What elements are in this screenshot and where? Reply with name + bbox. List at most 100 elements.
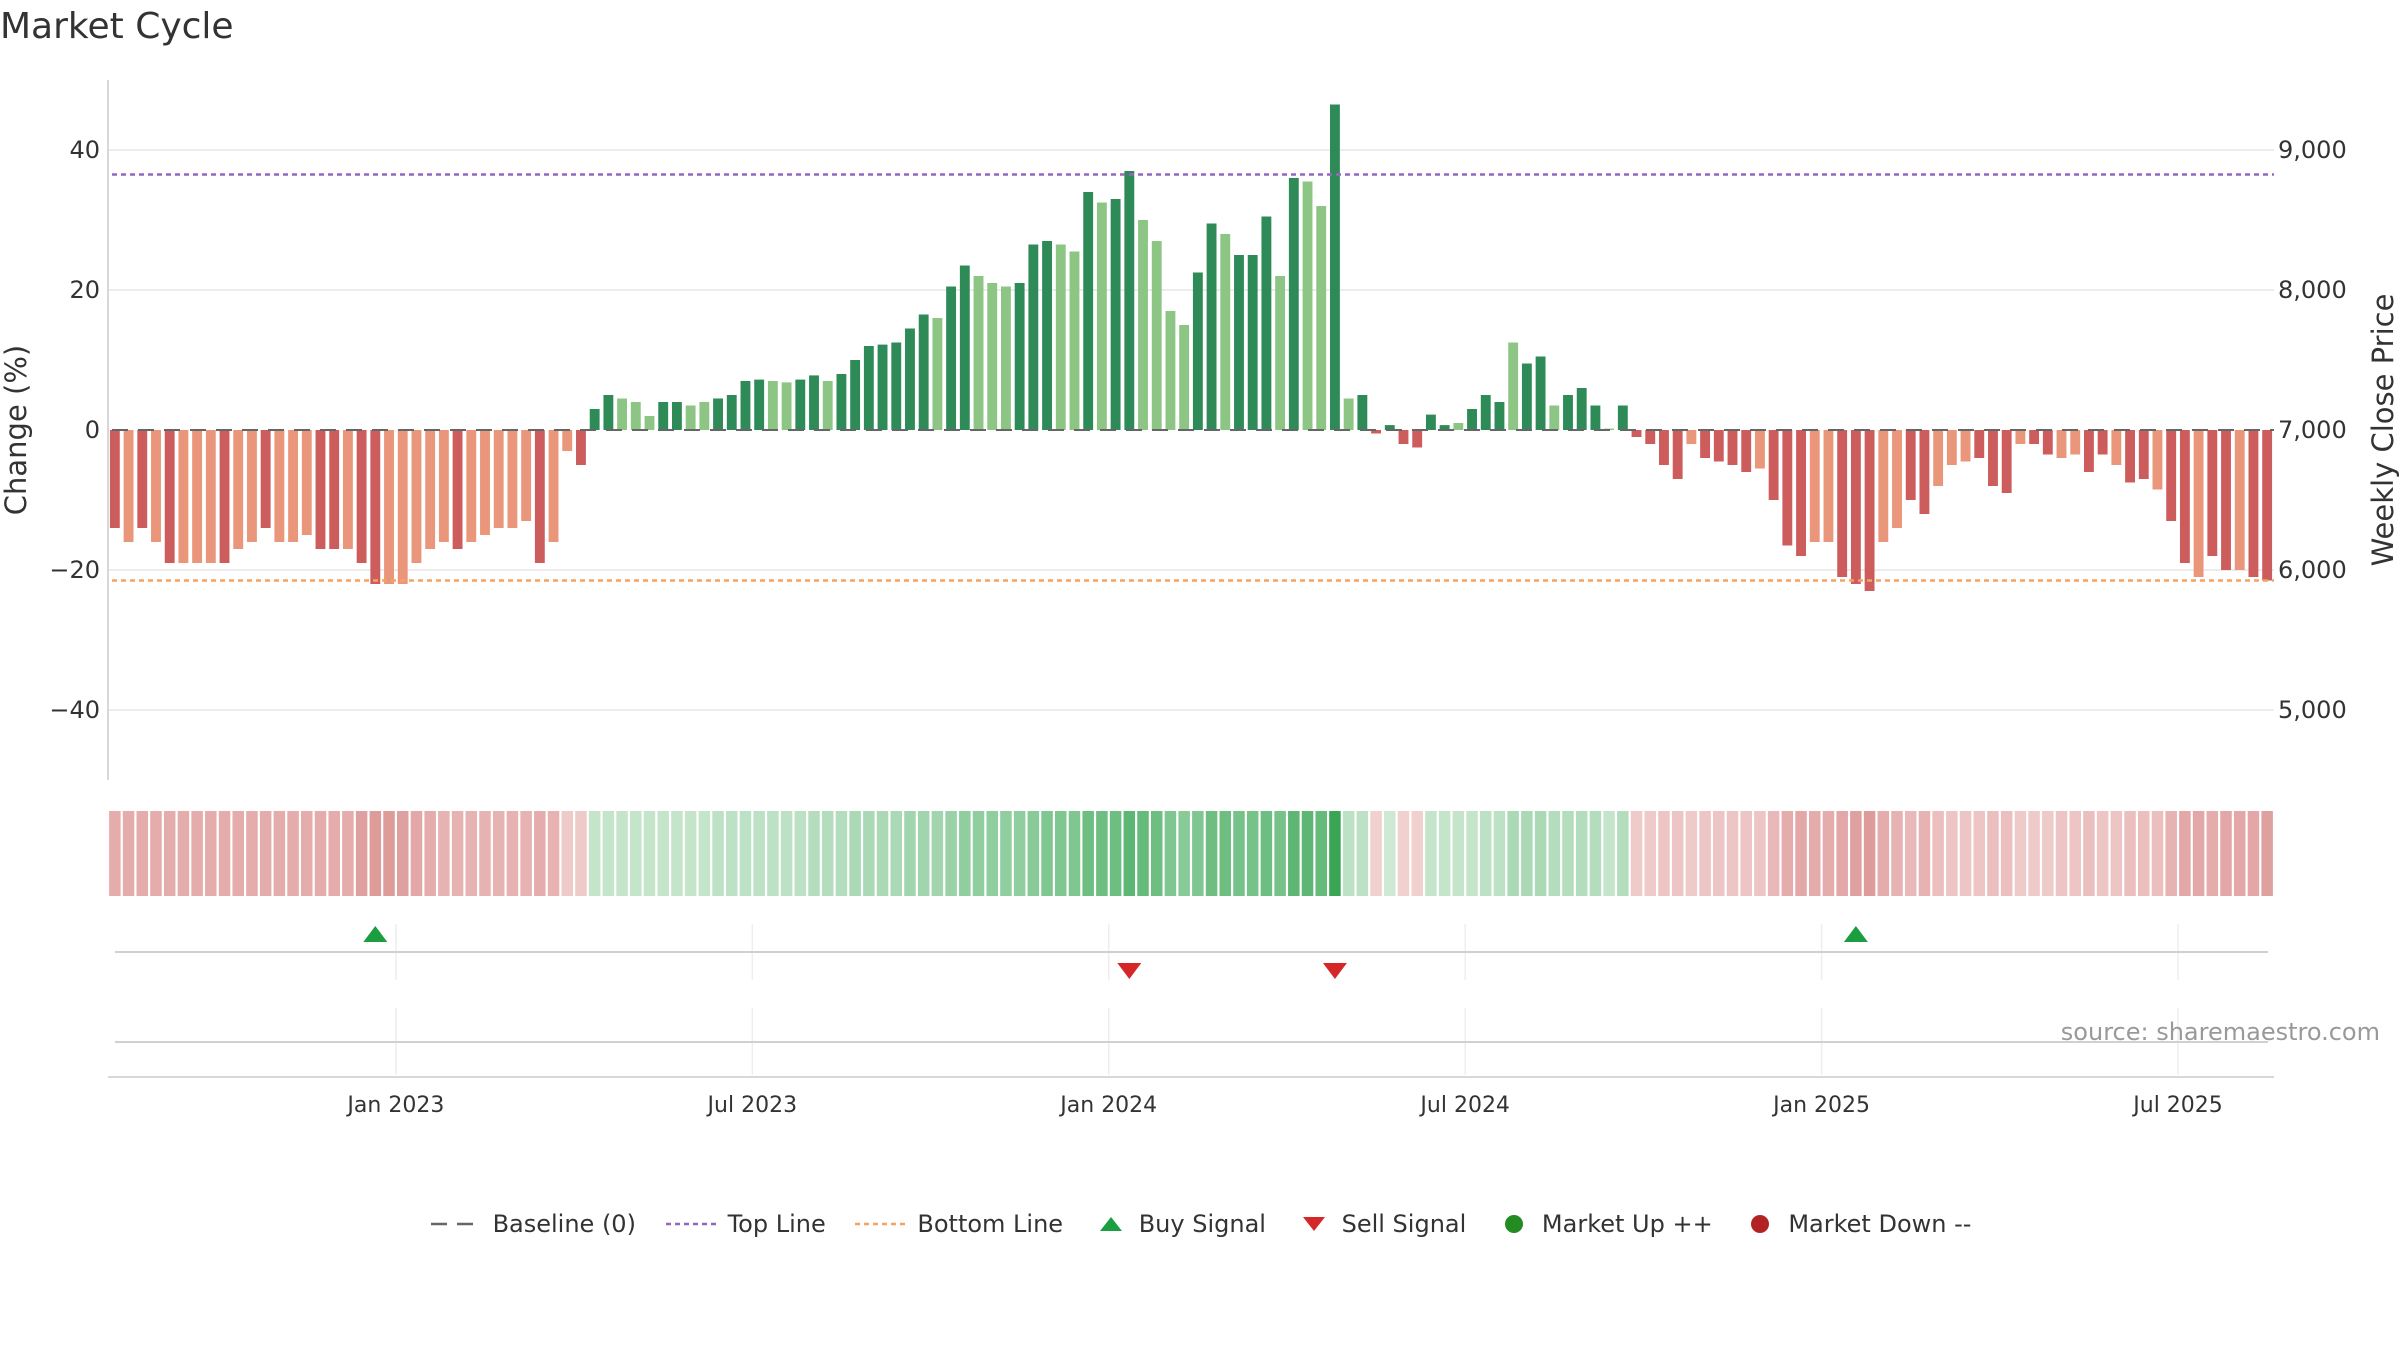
- heat-cell: [1863, 811, 1876, 896]
- bar: [1302, 181, 1313, 430]
- bar: [2125, 430, 2135, 483]
- y2-tick-label: 5,000: [2278, 696, 2347, 724]
- bar: [1000, 286, 1011, 430]
- bar: [1480, 395, 1491, 430]
- heat-cell: [2261, 811, 2273, 896]
- heat-cell: [301, 811, 313, 896]
- heat-cell: [1836, 811, 1848, 896]
- legend-item-market-down: Market Down --: [1740, 1209, 1971, 1238]
- heat-cell: [1425, 811, 1437, 896]
- bar: [685, 405, 696, 430]
- heat-cell: [1534, 811, 1547, 896]
- heat-cell: [1479, 811, 1492, 896]
- y-tick-label: 40: [69, 136, 100, 164]
- bar: [1165, 311, 1176, 430]
- legend-item-bottom-line: Bottom Line: [853, 1209, 1063, 1238]
- legend-item-market-up: Market Up ++: [1494, 1209, 1713, 1238]
- x-axis-ticks: Jan 2023 Jul 2023 Jan 2024 Jul 2024 Jan 2025…: [345, 1093, 2222, 1118]
- bar: [1138, 220, 1148, 430]
- heat-cell: [1315, 811, 1327, 896]
- heat-cell: [287, 811, 299, 896]
- bar: [1234, 255, 1244, 430]
- heat-cell: [1521, 811, 1533, 896]
- heat-cell: [1644, 811, 1657, 896]
- heat-cell: [2096, 811, 2109, 896]
- heat-cell: [2042, 811, 2054, 896]
- heat-cell: [2233, 811, 2246, 896]
- y2-tick-label: 8,000: [2278, 276, 2347, 304]
- heat-cell: [1904, 811, 1917, 896]
- heat-cell: [2124, 811, 2136, 896]
- heat-cell: [150, 811, 162, 896]
- heat-cell: [424, 811, 436, 896]
- heat-cell: [1603, 811, 1615, 896]
- heat-cell: [1246, 811, 1259, 896]
- bar: [288, 430, 299, 542]
- heat-cell: [1781, 811, 1794, 896]
- heat-cell: [2165, 811, 2177, 896]
- heat-cell: [1562, 811, 1574, 896]
- legend-label: Market Up ++: [1541, 1209, 1713, 1238]
- bar: [1083, 192, 1094, 430]
- bar: [630, 402, 641, 430]
- circle-icon: [1751, 1214, 1770, 1233]
- heat-cell: [136, 811, 149, 896]
- heat-cell: [1288, 811, 1300, 896]
- bar: [1617, 405, 1628, 430]
- bar: [1206, 223, 1217, 430]
- bar: [1590, 405, 1601, 430]
- bar: [151, 430, 161, 542]
- bar: [260, 430, 271, 528]
- heat-cell: [1123, 811, 1136, 896]
- bar: [1768, 430, 1779, 500]
- heat-cell: [876, 811, 889, 896]
- bar: [466, 430, 477, 542]
- dotted-line-icon: [855, 1222, 908, 1225]
- y2-tick-label: 6,000: [2278, 556, 2347, 584]
- heat-cell: [671, 811, 683, 896]
- bar: [1467, 409, 1477, 430]
- heat-cell: [438, 811, 450, 896]
- heat-cell: [2014, 811, 2027, 896]
- bar: [1631, 430, 1642, 437]
- bar: [822, 381, 833, 430]
- y2-axis-title: Weekly Close Price: [2366, 294, 2400, 567]
- heat-cell: [1356, 811, 1369, 896]
- bar: [1247, 255, 1258, 430]
- triangle-up-icon: [1099, 1216, 1122, 1231]
- heat-cell: [1795, 811, 1807, 896]
- bar: [507, 430, 518, 528]
- heat-cell: [630, 811, 642, 896]
- heat-cell: [1507, 811, 1519, 896]
- bar: [1055, 244, 1066, 430]
- bar: [219, 430, 230, 563]
- bar: [2262, 430, 2273, 581]
- bar: [617, 398, 628, 430]
- heat-cell: [1959, 811, 1972, 896]
- heat-cell: [1000, 811, 1012, 896]
- bar: [767, 381, 778, 430]
- heat-cell: [904, 811, 916, 896]
- bar: [1933, 430, 1944, 486]
- heat-cell: [163, 811, 176, 896]
- bar: [329, 430, 340, 549]
- heat-cell: [1932, 811, 1944, 896]
- bar: [315, 430, 326, 549]
- heat-cell: [863, 811, 875, 896]
- heat-cell: [177, 811, 190, 896]
- heat-cell: [396, 811, 409, 896]
- bar: [1357, 395, 1368, 430]
- heat-cell: [1055, 811, 1067, 896]
- heat-cell: [1301, 811, 1314, 896]
- bar: [713, 398, 723, 430]
- bar: [2015, 430, 2026, 444]
- bar: [644, 416, 655, 430]
- bars-group: [109, 104, 2273, 591]
- bar: [795, 379, 806, 430]
- sell-signal-marker: [1322, 963, 1347, 979]
- heat-cell: [122, 811, 135, 896]
- heat-cell: [1877, 811, 1890, 896]
- heat-cell: [1178, 811, 1190, 896]
- heat-cell: [259, 811, 272, 896]
- bar: [397, 430, 408, 584]
